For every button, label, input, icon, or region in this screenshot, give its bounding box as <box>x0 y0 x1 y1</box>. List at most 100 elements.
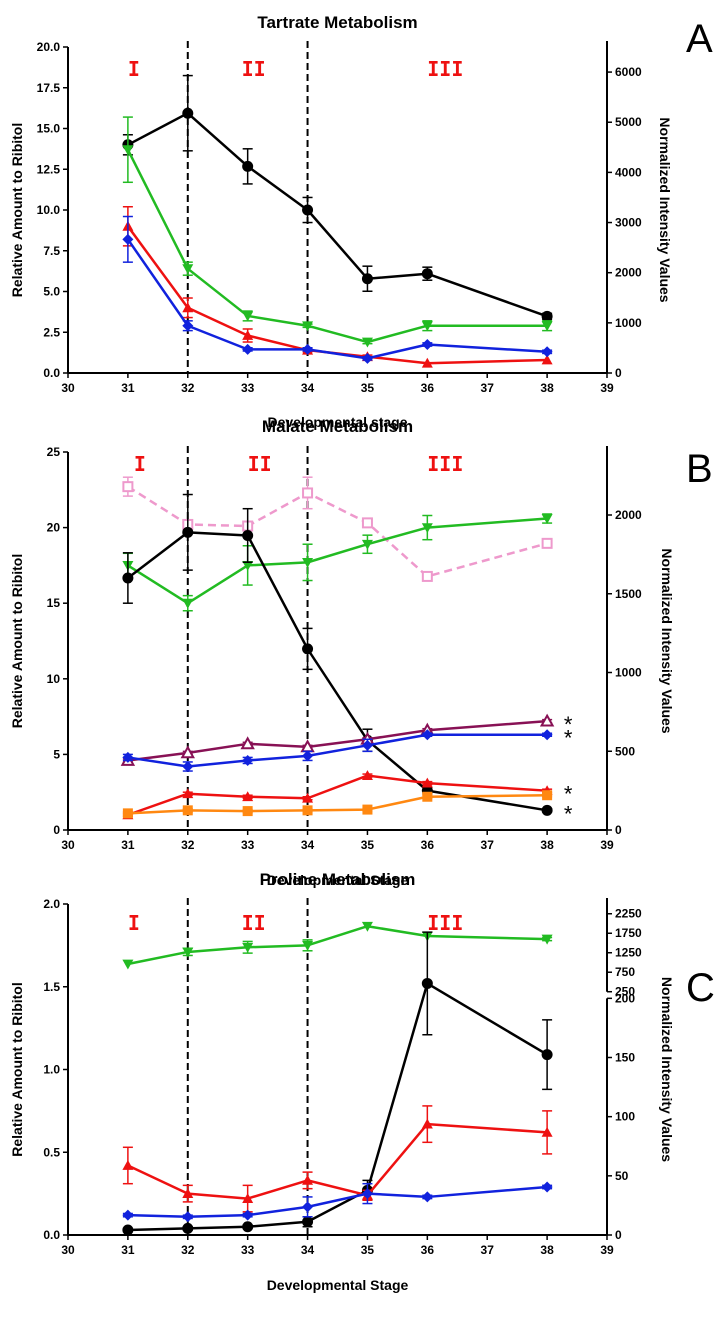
data-point <box>242 1221 254 1233</box>
data-point <box>182 1211 194 1223</box>
stage-label: III <box>427 911 463 935</box>
data-point <box>242 1193 254 1203</box>
left-y-tick-label: 10 <box>47 672 61 686</box>
data-point <box>541 1181 553 1193</box>
data-point <box>421 338 433 350</box>
data-point <box>242 311 254 322</box>
data-point <box>541 1049 553 1061</box>
x-tick-label: 31 <box>121 838 135 852</box>
data-point <box>361 273 373 285</box>
data-point <box>180 745 195 759</box>
x-tick-label: 30 <box>61 838 75 852</box>
left-y-tick-label: 15 <box>47 596 61 610</box>
x-tick-label: 35 <box>361 1243 375 1257</box>
x-tick-label: 34 <box>301 838 315 852</box>
data-point <box>242 1209 254 1221</box>
data-point <box>361 517 373 529</box>
left-y-tick-label: 17.5 <box>37 81 61 95</box>
data-point <box>122 1159 134 1170</box>
right-y-axis-label: Normalized Intensity Values <box>659 977 675 1162</box>
data-point <box>302 321 314 332</box>
data-point <box>541 321 553 332</box>
right-y-tick-label: 0 <box>615 1228 622 1242</box>
left-y-axis-label: Relative Amount to Ribitol <box>9 982 25 1156</box>
data-series <box>122 729 553 772</box>
data-point <box>182 302 194 313</box>
significance-star: * <box>564 712 573 737</box>
left-y-tick-label: 15.0 <box>37 122 61 136</box>
x-tick-label: 36 <box>421 838 435 852</box>
x-tick-label: 38 <box>540 1243 554 1257</box>
data-point <box>302 1201 314 1213</box>
x-tick-label: 33 <box>241 1243 255 1257</box>
x-axis-label: Developmental Stage <box>267 872 409 888</box>
data-point <box>421 777 433 788</box>
stage-label: II <box>242 911 266 935</box>
x-tick-label: 37 <box>481 1243 495 1257</box>
left-y-tick-label: 5.0 <box>43 285 60 299</box>
data-point <box>541 514 553 525</box>
x-tick-label: 39 <box>600 381 614 395</box>
stage-label: III <box>427 57 463 81</box>
data-point <box>242 343 254 355</box>
chart-title: Proline Metabolism <box>260 870 416 889</box>
right-y-tick-label: 750 <box>615 965 635 979</box>
data-point <box>541 1126 553 1137</box>
right-y-tick-label: 1500 <box>615 587 642 601</box>
data-point <box>122 233 134 245</box>
data-point <box>302 1174 314 1185</box>
data-point <box>182 264 194 275</box>
right-y-tick-label: 250 <box>615 985 635 999</box>
data-point <box>302 343 314 355</box>
data-point <box>182 947 194 958</box>
data-point <box>422 791 433 802</box>
x-tick-label: 39 <box>600 838 614 852</box>
series-line <box>126 238 548 360</box>
x-tick-label: 30 <box>61 1243 75 1257</box>
data-point <box>421 357 433 368</box>
right-y-tick-label: 1750 <box>615 926 642 940</box>
data-series <box>122 116 553 348</box>
data-point <box>539 713 555 727</box>
x-tick-label: 38 <box>540 381 554 395</box>
data-point <box>302 204 314 216</box>
left-y-tick-label: 20 <box>47 521 61 535</box>
data-point <box>302 643 314 655</box>
left-y-tick-label: 2.0 <box>43 897 60 911</box>
data-point <box>182 320 194 332</box>
data-point <box>362 804 373 815</box>
data-point <box>361 1188 373 1200</box>
data-series <box>122 770 553 820</box>
x-tick-label: 33 <box>241 381 255 395</box>
panel-letter: B <box>686 447 713 491</box>
stage-label: I <box>128 57 140 81</box>
x-tick-label: 32 <box>181 838 195 852</box>
data-point <box>541 537 553 549</box>
x-tick-label: 35 <box>361 838 375 852</box>
left-y-axis-label: Relative Amount to Ribitol <box>9 123 25 297</box>
data-point <box>541 354 553 365</box>
data-point <box>421 268 433 280</box>
x-tick-label: 34 <box>301 1243 315 1257</box>
data-point <box>122 808 133 819</box>
data-point <box>541 804 553 816</box>
data-point <box>421 1191 433 1203</box>
data-point <box>242 561 254 571</box>
data-point <box>541 934 553 945</box>
data-point <box>302 805 313 816</box>
right-y-tick-label: 200 <box>615 991 635 1005</box>
x-tick-label: 36 <box>421 381 435 395</box>
right-y-tick-label: 2000 <box>615 266 642 280</box>
data-point <box>302 792 314 803</box>
data-series <box>122 493 553 816</box>
data-point <box>122 481 134 493</box>
right-y-tick-label: 1000 <box>615 316 642 330</box>
x-tick-label: 35 <box>361 381 375 395</box>
data-point <box>302 487 314 499</box>
data-point <box>542 790 553 801</box>
data-point <box>361 337 373 348</box>
data-point <box>122 145 134 156</box>
data-point <box>421 729 433 741</box>
